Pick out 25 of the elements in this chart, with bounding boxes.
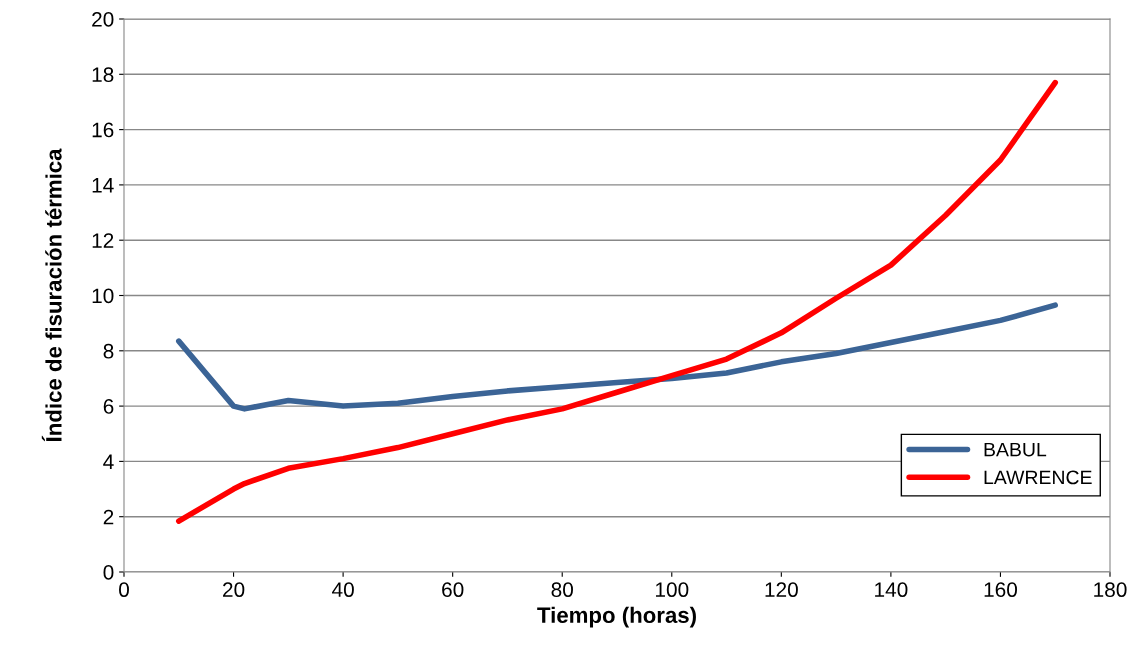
x-tick-label: 40	[332, 582, 354, 598]
y-tick-label: 8	[103, 343, 114, 359]
x-tick-label: 160	[984, 582, 1018, 598]
y-tick-label: 0	[103, 565, 114, 580]
y-tick-label: 6	[103, 399, 114, 414]
y-tick-label: 10	[92, 288, 114, 304]
y-tick-label: 14	[92, 178, 114, 193]
y-tick-label: 16	[92, 122, 114, 138]
x-tick-label: 20	[223, 582, 245, 598]
x-tick-label: 180	[1094, 582, 1127, 598]
x-tick-label: 140	[875, 582, 908, 598]
y-tick-label: 20	[92, 12, 114, 27]
y-tick-label: 4	[103, 454, 114, 469]
legend-label: BABUL	[984, 442, 1047, 457]
x-tick-label: 120	[765, 582, 798, 598]
y-tick-label: 18	[92, 67, 114, 83]
x-tick-label: 60	[442, 582, 464, 598]
x-tick-label: 80	[551, 582, 573, 598]
x-tick-label: 100	[655, 582, 689, 598]
x-tick-label: 0	[119, 582, 129, 598]
x-axis-title: Tiempo (horas)	[537, 606, 696, 628]
y-axis-title: Índice de fisuración térmica	[41, 148, 62, 442]
y-tick-label: 2	[103, 509, 114, 525]
legend-label: LAWRENCE	[984, 470, 1092, 485]
y-tick-label: 12	[92, 233, 114, 248]
